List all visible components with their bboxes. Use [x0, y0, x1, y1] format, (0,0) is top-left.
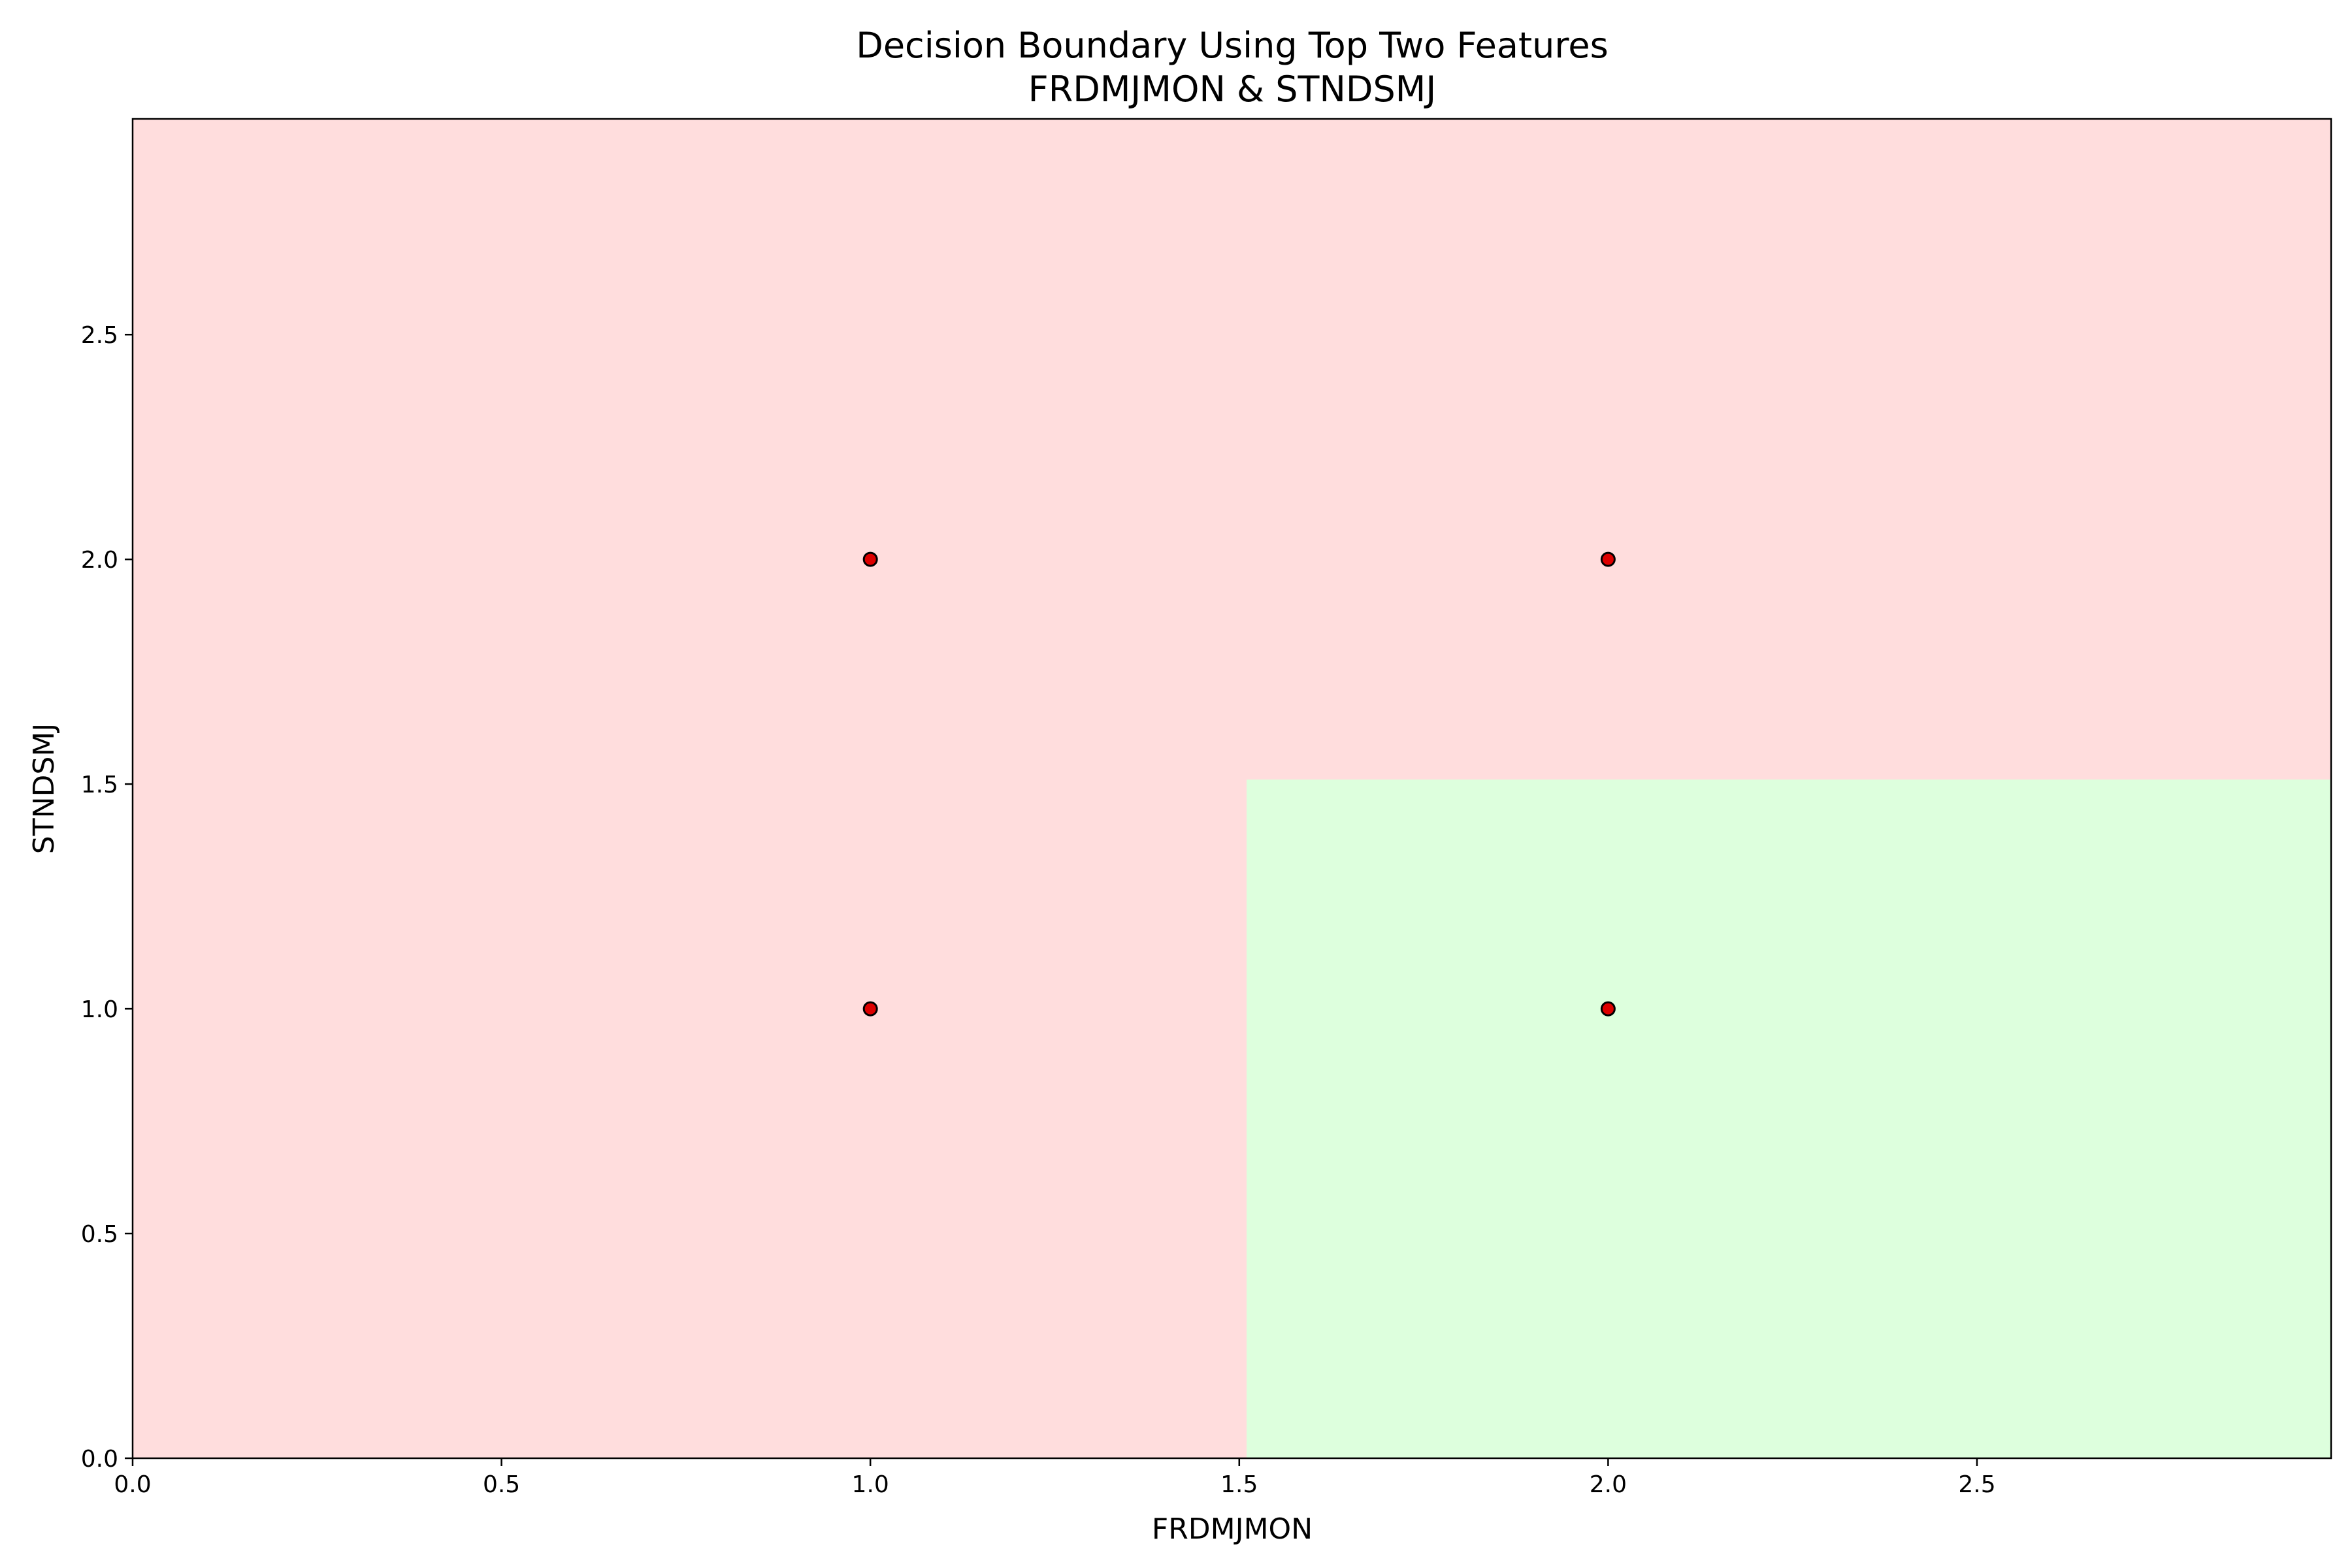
- x-axis-label: FRDMJMON: [1152, 1512, 1313, 1546]
- y-tick-label: 0.5: [81, 1221, 118, 1248]
- x-tick-label: 0.0: [114, 1471, 151, 1498]
- y-tick-label: 2.0: [81, 547, 118, 574]
- y-tick-label: 1.5: [81, 772, 118, 798]
- y-tick-label: 2.5: [81, 322, 118, 349]
- y-axis-ticks: 0.0 0.5 1.0 1.5 2.0 2.5: [81, 322, 133, 1473]
- x-axis-ticks: 0.0 0.5 1.0 1.5 2.0 2.5: [114, 1458, 1996, 1498]
- y-axis-label: STNDSMJ: [27, 723, 61, 854]
- x-tick-label: 0.5: [483, 1471, 520, 1498]
- chart-subtitle: FRDMJMON & STNDSMJ: [1028, 69, 1437, 110]
- data-points: [862, 551, 1616, 1017]
- y-tick-label: 0.0: [81, 1446, 118, 1473]
- decision-regions: [133, 119, 2331, 1458]
- y-tick-label: 1.0: [81, 996, 118, 1023]
- plot-frame: [131, 118, 2332, 1460]
- x-tick-label: 2.5: [1958, 1471, 1995, 1498]
- chart-title: Decision Boundary Using Top Two Features: [856, 25, 1609, 66]
- data-point: [862, 551, 878, 567]
- decision-region-positive: [1247, 779, 2331, 1458]
- x-tick-label: 1.5: [1220, 1471, 1258, 1498]
- x-tick-label: 1.0: [852, 1471, 889, 1498]
- data-point: [1600, 1001, 1616, 1017]
- x-tick-label: 2.0: [1590, 1471, 1627, 1498]
- data-point: [1600, 551, 1616, 567]
- data-point: [862, 1001, 878, 1017]
